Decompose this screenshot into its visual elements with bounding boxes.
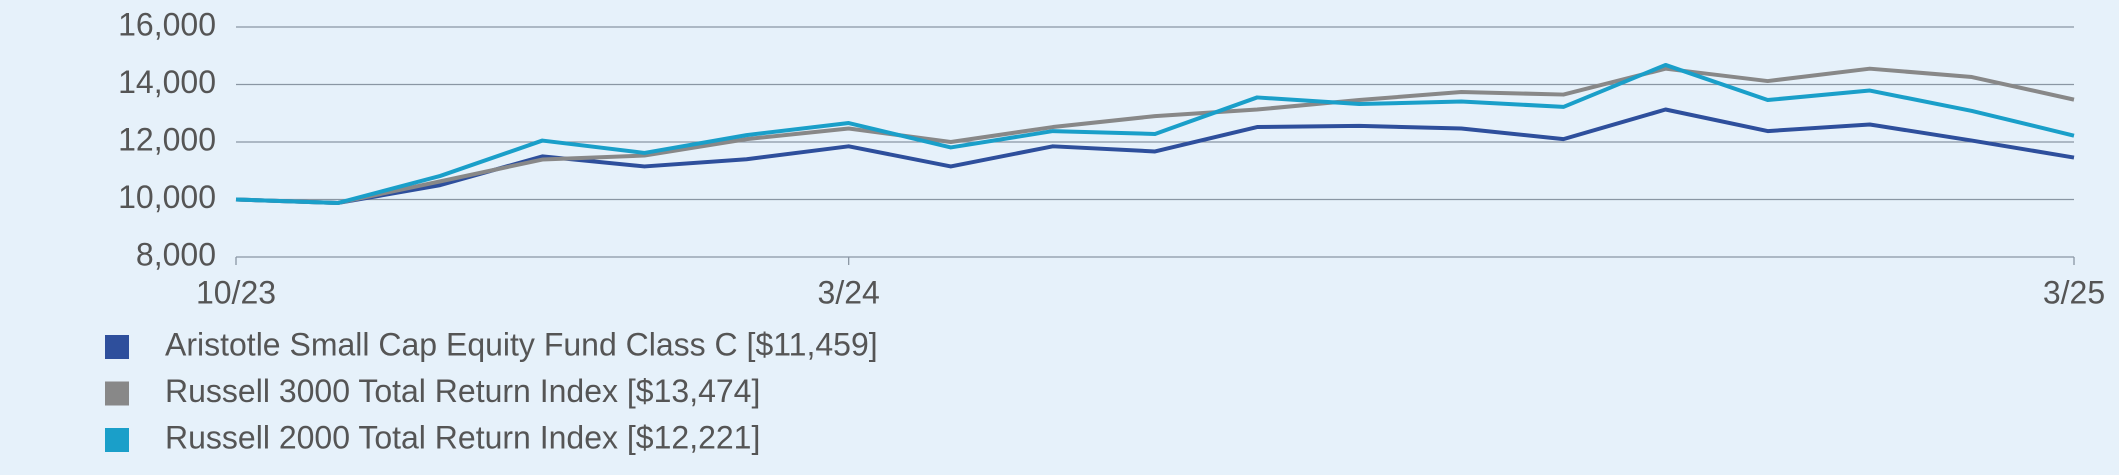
legend-label: Russell 3000 Total Return Index [$13,474… (165, 373, 760, 409)
legend-label: Aristotle Small Cap Equity Fund Class C … (165, 326, 878, 362)
series-line (235, 66, 2075, 205)
legend-swatch (105, 428, 129, 452)
y-tick-label: 10,000 (118, 179, 216, 215)
series-line (235, 107, 2075, 205)
legend-swatch (105, 381, 129, 406)
x-tick-label: 10/23 (196, 274, 276, 310)
y-tick-label: 14,000 (118, 64, 216, 100)
x-tick-label: 3/25 (2043, 274, 2105, 310)
x-tick-label: 3/24 (818, 274, 880, 310)
series-line (235, 62, 2075, 205)
y-tick-label: 8,000 (136, 236, 216, 272)
legend-swatch (105, 335, 129, 359)
y-tick-label: 16,000 (118, 6, 216, 42)
y-tick-label: 12,000 (118, 121, 216, 157)
legend-label: Russell 2000 Total Return Index [$12,221… (165, 419, 760, 455)
